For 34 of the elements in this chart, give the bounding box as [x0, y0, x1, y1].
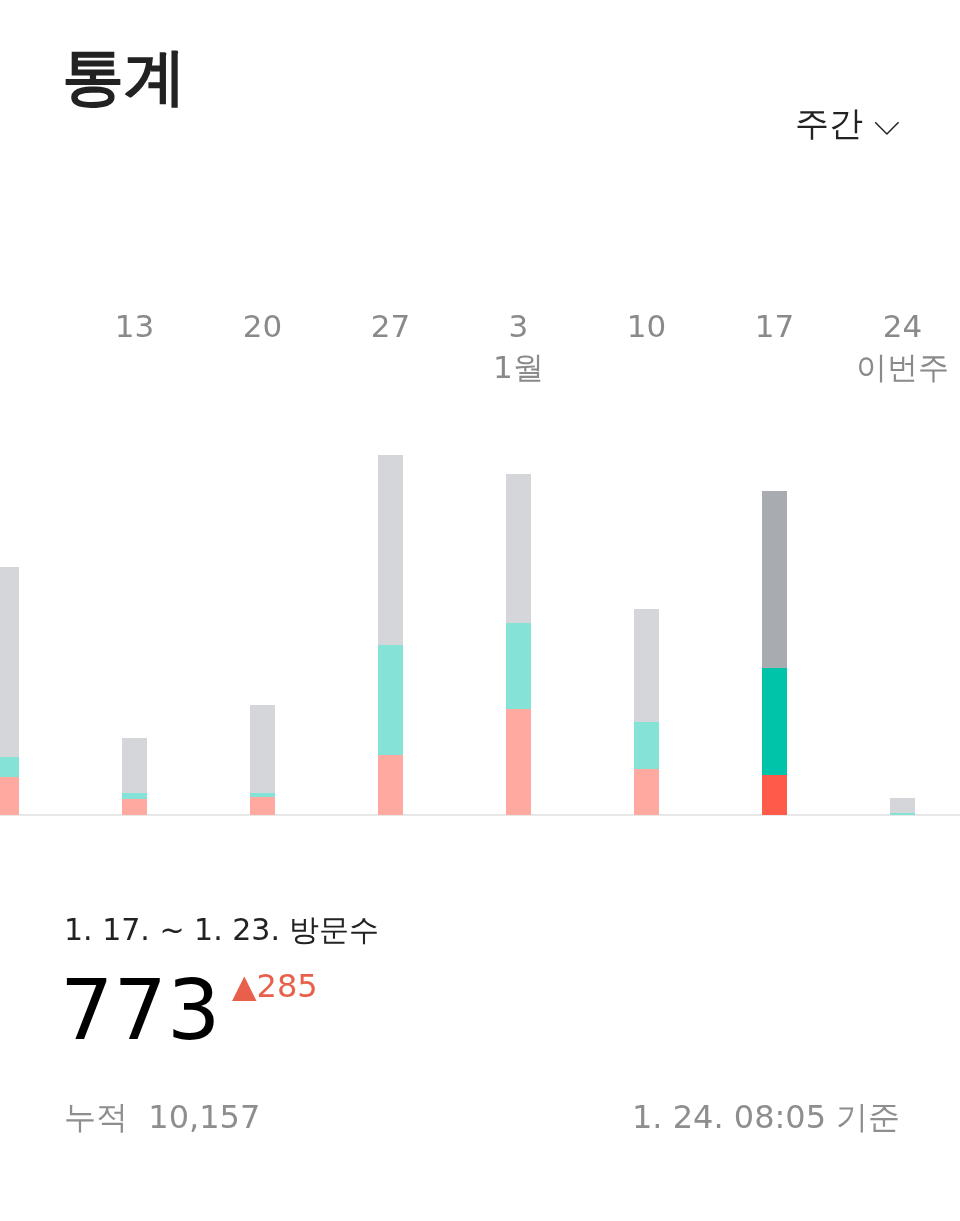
bar — [249, 705, 276, 794]
x-tick-label: 3 1월 — [493, 308, 544, 385]
x-tick-label: 10 — [626, 308, 667, 345]
x-tick-label: 24 이번주 — [855, 308, 949, 385]
bar — [249, 797, 276, 815]
bar — [889, 812, 916, 815]
bar — [761, 491, 788, 669]
bar — [633, 768, 660, 815]
bar — [121, 799, 148, 815]
x-tick-label: 27 — [370, 308, 411, 345]
text: ▲285 — [232, 967, 318, 1005]
bar — [889, 798, 916, 813]
text: 1. 17. ~ 1. 23. 방문수 — [64, 912, 380, 947]
bar — [377, 644, 404, 755]
bar — [761, 775, 788, 815]
bar — [633, 608, 660, 722]
bar — [121, 793, 148, 800]
bar — [249, 793, 276, 797]
text: 누적 10,157 — [64, 1098, 261, 1136]
bar — [121, 737, 148, 794]
bar — [377, 455, 404, 645]
bar — [761, 668, 788, 776]
text: 주간 ⌵ — [795, 103, 900, 143]
chart-title: 통계 — [62, 40, 187, 114]
text: 773 — [60, 961, 221, 1059]
bar — [633, 721, 660, 769]
bar — [505, 709, 532, 815]
x-tick-label: 20 — [242, 308, 283, 345]
bar — [377, 754, 404, 815]
text: 1. 24. 08:05 기준 — [632, 1098, 901, 1136]
bar — [505, 474, 532, 624]
bar — [505, 623, 532, 710]
x-tick-label: 13 — [114, 308, 155, 345]
x-tick-label: 17 — [754, 308, 795, 345]
